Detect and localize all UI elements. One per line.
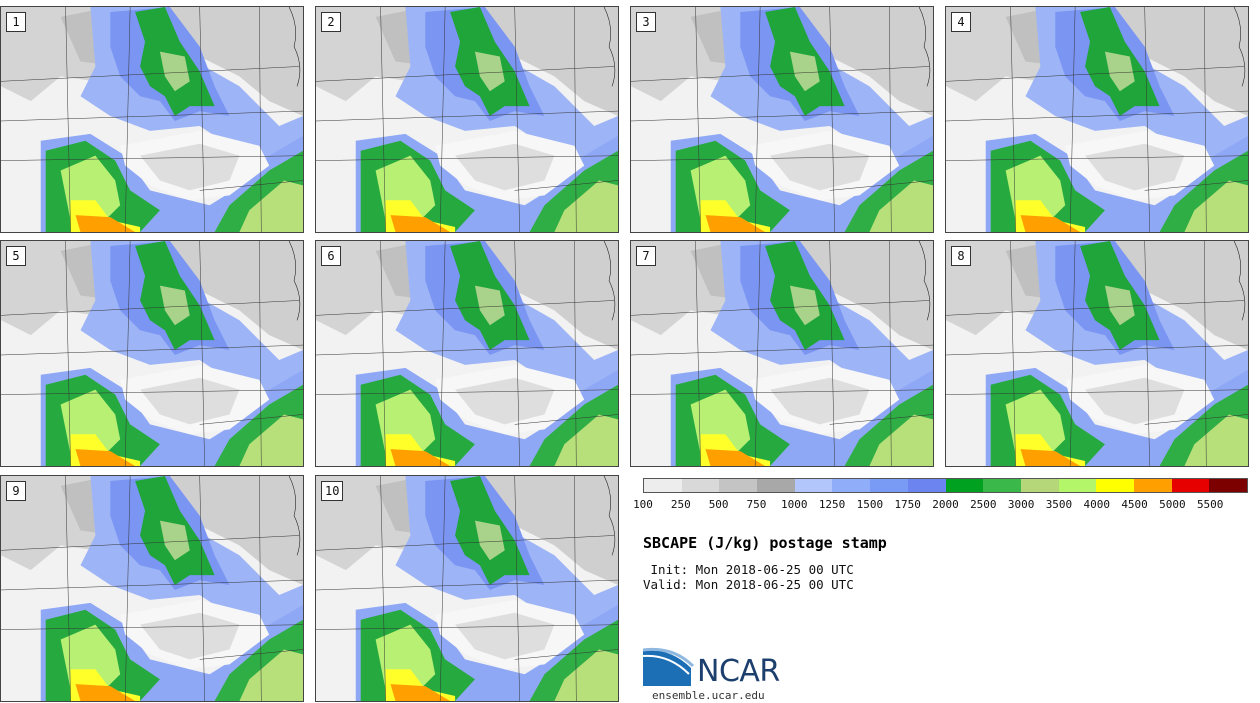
- init-time: Init: Mon 2018-06-25 00 UTC: [643, 562, 854, 577]
- colorbar-swatch: [757, 479, 795, 492]
- member-label: 10: [321, 481, 344, 501]
- member-label: 3: [636, 12, 656, 32]
- colorbar-tick-label: 3500: [1045, 498, 1073, 511]
- member-label: 7: [636, 246, 656, 266]
- member-label: 9: [6, 481, 26, 501]
- map-panel-10: 10: [315, 475, 619, 702]
- colorbar-swatch: [1209, 479, 1247, 492]
- colorbar-tick-label: 1750: [894, 498, 921, 511]
- member-label: 4: [951, 12, 971, 32]
- colorbar-swatch: [1020, 479, 1059, 492]
- member-label: 5: [6, 246, 26, 266]
- colorbar-swatch: [907, 479, 946, 492]
- colorbar-tick-label: 750: [746, 498, 767, 511]
- map-panel-6: 6: [315, 240, 619, 467]
- map-panel-1: 1: [0, 6, 304, 233]
- ncar-logo-text: NCAR: [697, 654, 780, 689]
- colorbar-swatch: [719, 479, 758, 492]
- colorbar-tick-label: 500: [708, 498, 729, 511]
- colorbar-tick-label: 100: [633, 498, 653, 511]
- map-panel-4: 4: [945, 6, 1249, 233]
- map-panel-9: 9: [0, 475, 304, 702]
- colorbar-swatch: [983, 479, 1021, 492]
- member-label: 6: [321, 246, 341, 266]
- colorbar-tick-label: 4000: [1083, 498, 1111, 511]
- plot-title: SBCAPE (J/kg) postage stamp: [643, 534, 887, 552]
- colorbar-tick-label: 5500: [1196, 498, 1224, 511]
- member-label: 2: [321, 12, 341, 32]
- colorbar-tick-label: 4500: [1121, 498, 1148, 511]
- colorbar-tick-label: 250: [670, 498, 691, 511]
- member-label: 1: [6, 12, 26, 32]
- colorbar-tick-label: 1500: [856, 498, 884, 511]
- map-panel-2: 2: [315, 6, 619, 233]
- colorbar-swatch: [1096, 479, 1134, 492]
- colorbar-swatch: [1133, 479, 1172, 492]
- colorbar-swatch: [945, 479, 984, 492]
- map-panel-5: 5: [0, 240, 304, 467]
- colorbar-swatch: [1171, 479, 1210, 492]
- map-panel-3: 3: [630, 6, 934, 233]
- colorbar-tick-label: 2000: [932, 498, 959, 511]
- ncar-logo-icon: [643, 647, 695, 686]
- ensemble-url: ensemble.ucar.edu: [652, 689, 765, 702]
- colorbar-swatch: [794, 479, 833, 492]
- colorbar-swatch: [644, 479, 682, 492]
- map-panel-7: 7: [630, 240, 934, 467]
- colorbar-tick-label: 5000: [1159, 498, 1186, 511]
- colorbar-tick-label: 2500: [970, 498, 997, 511]
- colorbar-swatch: [681, 479, 720, 492]
- colorbar-tick-label: 3000: [1007, 498, 1035, 511]
- colorbar-tick-label: 1250: [818, 498, 846, 511]
- colorbar: [643, 478, 1248, 493]
- colorbar-swatch: [1058, 479, 1097, 492]
- colorbar-swatch: [832, 479, 871, 492]
- valid-time: Valid: Mon 2018-06-25 00 UTC: [643, 577, 854, 592]
- map-panel-8: 8: [945, 240, 1249, 467]
- colorbar-swatch: [870, 479, 908, 492]
- colorbar-tick-label: 1000: [781, 498, 808, 511]
- member-label: 8: [951, 246, 971, 266]
